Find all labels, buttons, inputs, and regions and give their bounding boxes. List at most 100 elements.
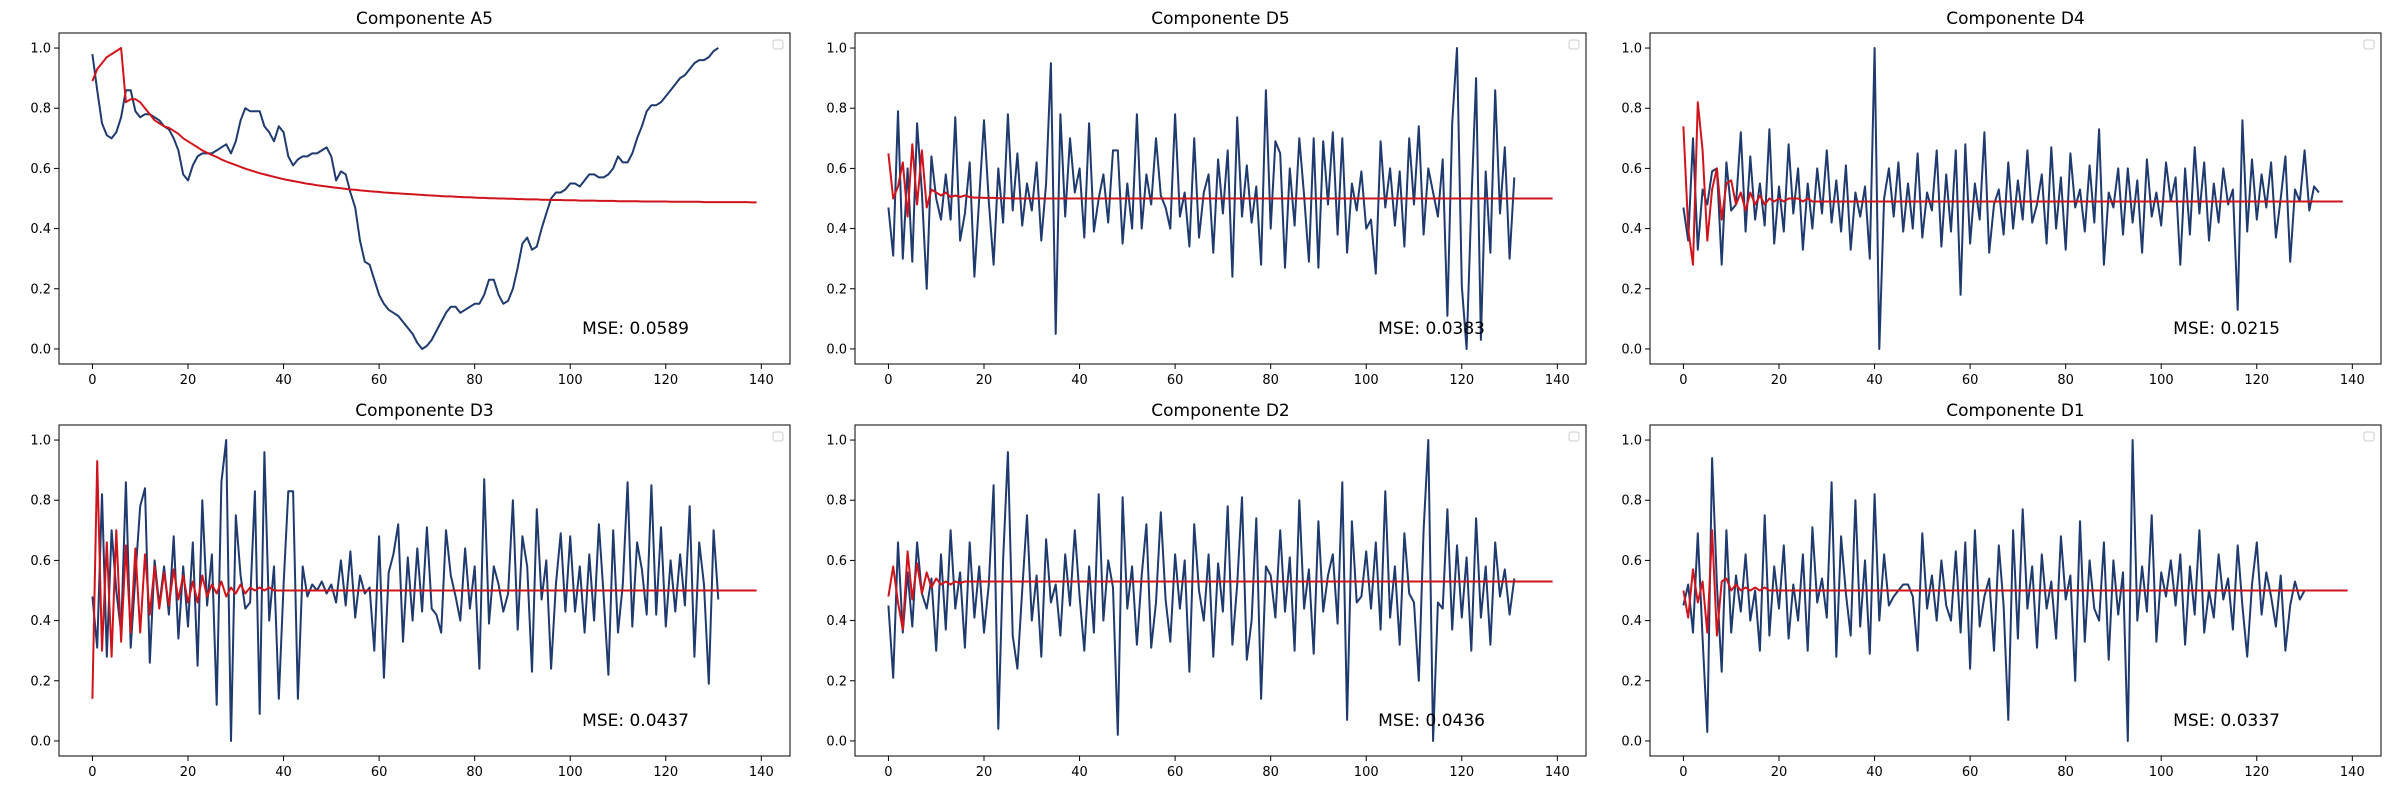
x-tick-label: 80 <box>1262 373 1279 388</box>
mse-annotation: MSE: 0.0383 <box>1378 319 1485 339</box>
axes-frame <box>854 424 1587 757</box>
x-tick-label: 40 <box>1071 373 1088 388</box>
subplot: Componente D2 0 20 40 60 80 100 120 140 0.0 0.2 0.4… <box>826 401 1587 780</box>
x-tick-label: 120 <box>653 373 678 388</box>
x-tick-label: 0 <box>88 373 96 388</box>
y-tick-label: 0.4 <box>826 614 847 629</box>
y-tick-label: 0.2 <box>30 282 51 297</box>
axes-frame <box>1649 424 2382 757</box>
axes-frame <box>854 32 1587 365</box>
x-tick-label: 120 <box>1449 373 1474 388</box>
y-tick-label: 0.0 <box>30 342 51 357</box>
mse-annotation: MSE: 0.0437 <box>582 711 689 731</box>
mse-annotation: MSE: 0.0436 <box>1378 711 1485 731</box>
subplot-title: Componente D1 <box>1946 401 2084 421</box>
x-tick-label: 120 <box>2244 765 2269 780</box>
fit-line <box>887 550 1553 631</box>
x-tick-label: 40 <box>1071 765 1088 780</box>
y-tick-label: 0.6 <box>826 554 847 569</box>
subplot: Componente D4 0 20 40 60 80 100 120 140 0.0 0.2 0.4… <box>1621 9 2382 388</box>
y-tick-label: 0.8 <box>1621 102 1642 117</box>
x-tick-label: 60 <box>1167 373 1184 388</box>
subplot-title: Componente D5 <box>1151 9 1289 29</box>
x-tick-label: 0 <box>884 765 892 780</box>
subplot-title: Componente D2 <box>1151 401 1289 421</box>
mse-annotation: MSE: 0.0589 <box>582 319 689 339</box>
x-tick-label: 0 <box>88 765 96 780</box>
y-tick-label: 0.2 <box>30 674 51 689</box>
signal-line <box>1682 439 2310 742</box>
y-tick-label: 0.0 <box>826 734 847 749</box>
subplot: Componente D3 0 20 40 60 80 100 120 140 0.0 0.2 0.4… <box>30 401 791 780</box>
y-tick-label: 1.0 <box>30 42 51 57</box>
legend-box <box>2363 39 2375 50</box>
y-tick-label: 0.8 <box>1621 494 1642 509</box>
legend-box <box>1568 431 1580 442</box>
legend-box <box>772 431 784 442</box>
x-tick-label: 40 <box>275 373 292 388</box>
x-tick-label: 100 <box>558 373 583 388</box>
x-tick-label: 140 <box>749 765 774 780</box>
x-tick-label: 80 <box>2057 373 2074 388</box>
x-tick-label: 60 <box>1962 373 1979 388</box>
y-tick-label: 0.2 <box>1621 674 1642 689</box>
fit-line <box>887 143 1553 218</box>
y-tick-label: 0.0 <box>30 734 51 749</box>
x-tick-label: 100 <box>558 765 583 780</box>
subplot-title: Componente D4 <box>1946 9 2084 29</box>
signal-line <box>887 47 1516 350</box>
y-tick-label: 0.0 <box>1621 342 1642 357</box>
axes-frame <box>1649 32 2382 365</box>
y-tick-label: 0.6 <box>826 162 847 177</box>
y-tick-label: 1.0 <box>1621 434 1642 449</box>
y-tick-label: 0.6 <box>30 554 51 569</box>
x-tick-label: 60 <box>1962 765 1979 780</box>
x-tick-label: 140 <box>2340 373 2365 388</box>
signal-line <box>91 439 720 742</box>
y-tick-label: 0.8 <box>826 494 847 509</box>
y-tick-label: 0.8 <box>826 102 847 117</box>
axes-frame <box>58 424 791 757</box>
x-tick-label: 120 <box>653 765 678 780</box>
y-tick-label: 0.6 <box>1621 554 1642 569</box>
fit-line <box>1682 529 2348 637</box>
subplot: Componente A5 0 20 40 60 80 100 120 140 0.0 0.2 0.4… <box>30 9 791 388</box>
fit-line <box>91 460 757 699</box>
y-tick-label: 1.0 <box>1621 42 1642 57</box>
y-tick-label: 0.6 <box>30 162 51 177</box>
x-tick-label: 40 <box>1866 765 1883 780</box>
subplot-title: Componente D3 <box>355 401 493 421</box>
x-tick-label: 0 <box>1679 373 1687 388</box>
y-tick-label: 0.4 <box>1621 614 1642 629</box>
x-tick-label: 80 <box>1262 765 1279 780</box>
x-tick-label: 40 <box>275 765 292 780</box>
mse-annotation: MSE: 0.0215 <box>2173 319 2280 339</box>
y-tick-label: 0.4 <box>1621 222 1642 237</box>
y-tick-label: 0.8 <box>30 494 51 509</box>
y-tick-label: 0.4 <box>30 614 51 629</box>
x-tick-label: 120 <box>2244 373 2269 388</box>
y-tick-label: 0.4 <box>30 222 51 237</box>
fit-line <box>1682 101 2343 266</box>
x-tick-label: 80 <box>466 765 483 780</box>
signal-line <box>887 439 1516 742</box>
axes-frame <box>58 32 791 365</box>
y-tick-label: 0.0 <box>1621 734 1642 749</box>
x-tick-label: 80 <box>2057 765 2074 780</box>
x-tick-label: 140 <box>2340 765 2365 780</box>
x-tick-label: 140 <box>1545 765 1570 780</box>
x-tick-label: 140 <box>1545 373 1570 388</box>
subplot: Componente D5 0 20 40 60 80 100 120 140 0.0 0.2 0.4… <box>826 9 1587 388</box>
y-tick-label: 1.0 <box>30 434 51 449</box>
x-tick-label: 40 <box>1866 373 1883 388</box>
x-tick-label: 80 <box>466 373 483 388</box>
subplot: Componente D1 0 20 40 60 80 100 120 140 0.0 0.2 0.4… <box>1621 401 2382 780</box>
x-tick-label: 60 <box>371 765 388 780</box>
y-tick-label: 0.2 <box>1621 282 1642 297</box>
x-tick-label: 140 <box>749 373 774 388</box>
x-tick-label: 20 <box>180 765 197 780</box>
y-tick-label: 0.6 <box>1621 162 1642 177</box>
x-tick-label: 100 <box>1354 765 1379 780</box>
x-tick-label: 20 <box>1771 373 1788 388</box>
x-tick-label: 0 <box>884 373 892 388</box>
